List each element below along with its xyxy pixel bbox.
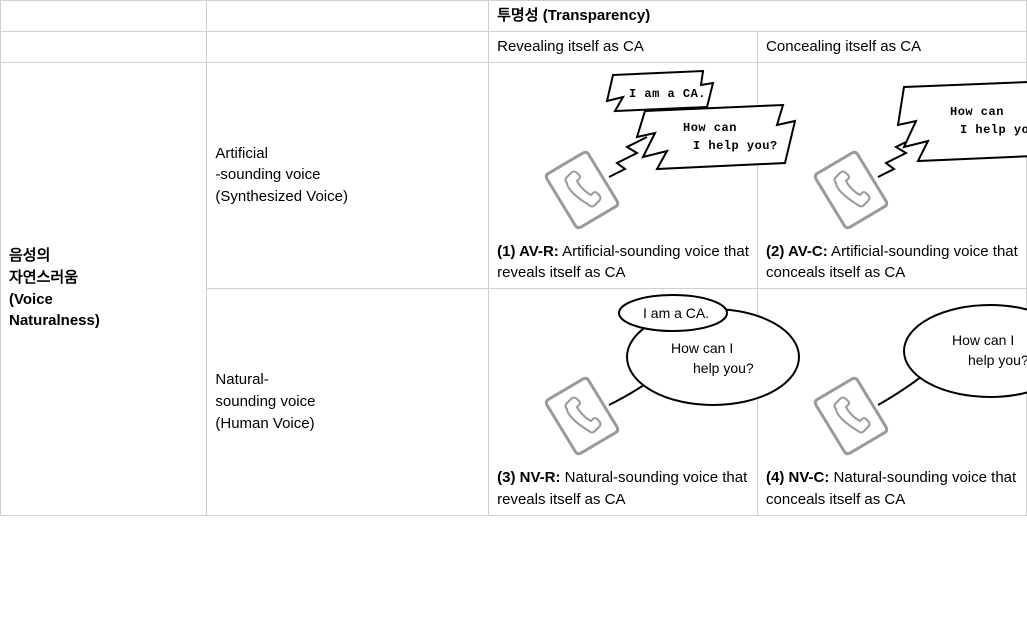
column-axis-title: 투명성 (Transparency)	[489, 1, 1027, 32]
row-axis-title-line: Naturalness)	[9, 312, 100, 329]
sub-row-line: (Human Voice)	[215, 415, 314, 432]
cell-code: (2) AV-C:	[766, 243, 828, 260]
col-header-revealing: Revealing itself as CA	[489, 31, 758, 62]
sub-row-line: Artificial	[215, 145, 268, 162]
cell-code: (4) NV-C:	[766, 469, 829, 486]
cell-code: (3) NV-R:	[497, 469, 560, 486]
blank-cell	[1, 31, 207, 62]
bubble-text-how1: How can I	[671, 340, 733, 356]
blank-cell	[207, 1, 489, 32]
blank-cell	[207, 31, 489, 62]
sub-row-line: Natural-	[215, 371, 268, 388]
bubble-text-iam: I am a CA.	[643, 305, 709, 321]
bubble-text-how1: How can	[950, 105, 1004, 119]
bubble-text-how1: How can	[683, 121, 737, 135]
cell-caption: (3) NV-R: Natural-sounding voice that re…	[497, 467, 749, 511]
cell-nv-r: I am a CA. How can I help you? (3) NV-R:…	[489, 289, 758, 516]
bubble-text-how2: help you?	[693, 360, 754, 376]
cell-nv-c: How can I help you? (4) NV-C: Natural-so…	[758, 289, 1027, 516]
sub-row-line: sounding voice	[215, 393, 315, 410]
cell-av-c: How can I help you? (2) AV-C: Artificial…	[758, 62, 1027, 289]
bubble-text-how1: How can I	[952, 332, 1014, 348]
illustration-nv-r: I am a CA. How can I help you?	[497, 293, 749, 463]
row-axis-title: 음성의 자연스러움 (Voice Naturalness)	[1, 62, 207, 515]
row-axis-title-line: 자연스러움	[9, 269, 78, 286]
bubble-text-how2: help you?	[968, 352, 1027, 368]
illustration-av-r: I am a CA. How can I help you?	[497, 67, 749, 237]
row-axis-title-line: (Voice	[9, 291, 53, 308]
sub-row-line: (Synthesized Voice)	[215, 188, 348, 205]
cell-av-r: I am a CA. How can I help you? (1) AV-R:…	[489, 62, 758, 289]
sub-row-header-natural: Natural- sounding voice (Human Voice)	[207, 289, 489, 516]
cell-caption: (2) AV-C: Artificial-sounding voice that…	[766, 241, 1018, 285]
two-by-two-matrix: 투명성 (Transparency) Revealing itself as C…	[0, 0, 1027, 516]
sub-row-header-artificial: Artificial -sounding voice (Synthesized …	[207, 62, 489, 289]
bubble-text-how2: I help you?	[960, 123, 1027, 137]
cell-caption: (1) AV-R: Artificial-sounding voice that…	[497, 241, 749, 285]
row-axis-title-line: 음성의	[9, 247, 50, 264]
col-header-concealing: Concealing itself as CA	[758, 31, 1027, 62]
cell-caption: (4) NV-C: Natural-sounding voice that co…	[766, 467, 1018, 511]
phone-round-bubble-icon: How can I help you?	[766, 293, 1027, 463]
phone-jagged-bubble-icon: How can I help you?	[766, 67, 1027, 237]
bubble-text-iam: I am a CA.	[629, 87, 706, 101]
sub-row-line: -sounding voice	[215, 166, 320, 183]
blank-cell	[1, 1, 207, 32]
cell-code: (1) AV-R:	[497, 243, 559, 260]
illustration-av-c: How can I help you?	[766, 67, 1018, 237]
illustration-nv-c: How can I help you?	[766, 293, 1018, 463]
